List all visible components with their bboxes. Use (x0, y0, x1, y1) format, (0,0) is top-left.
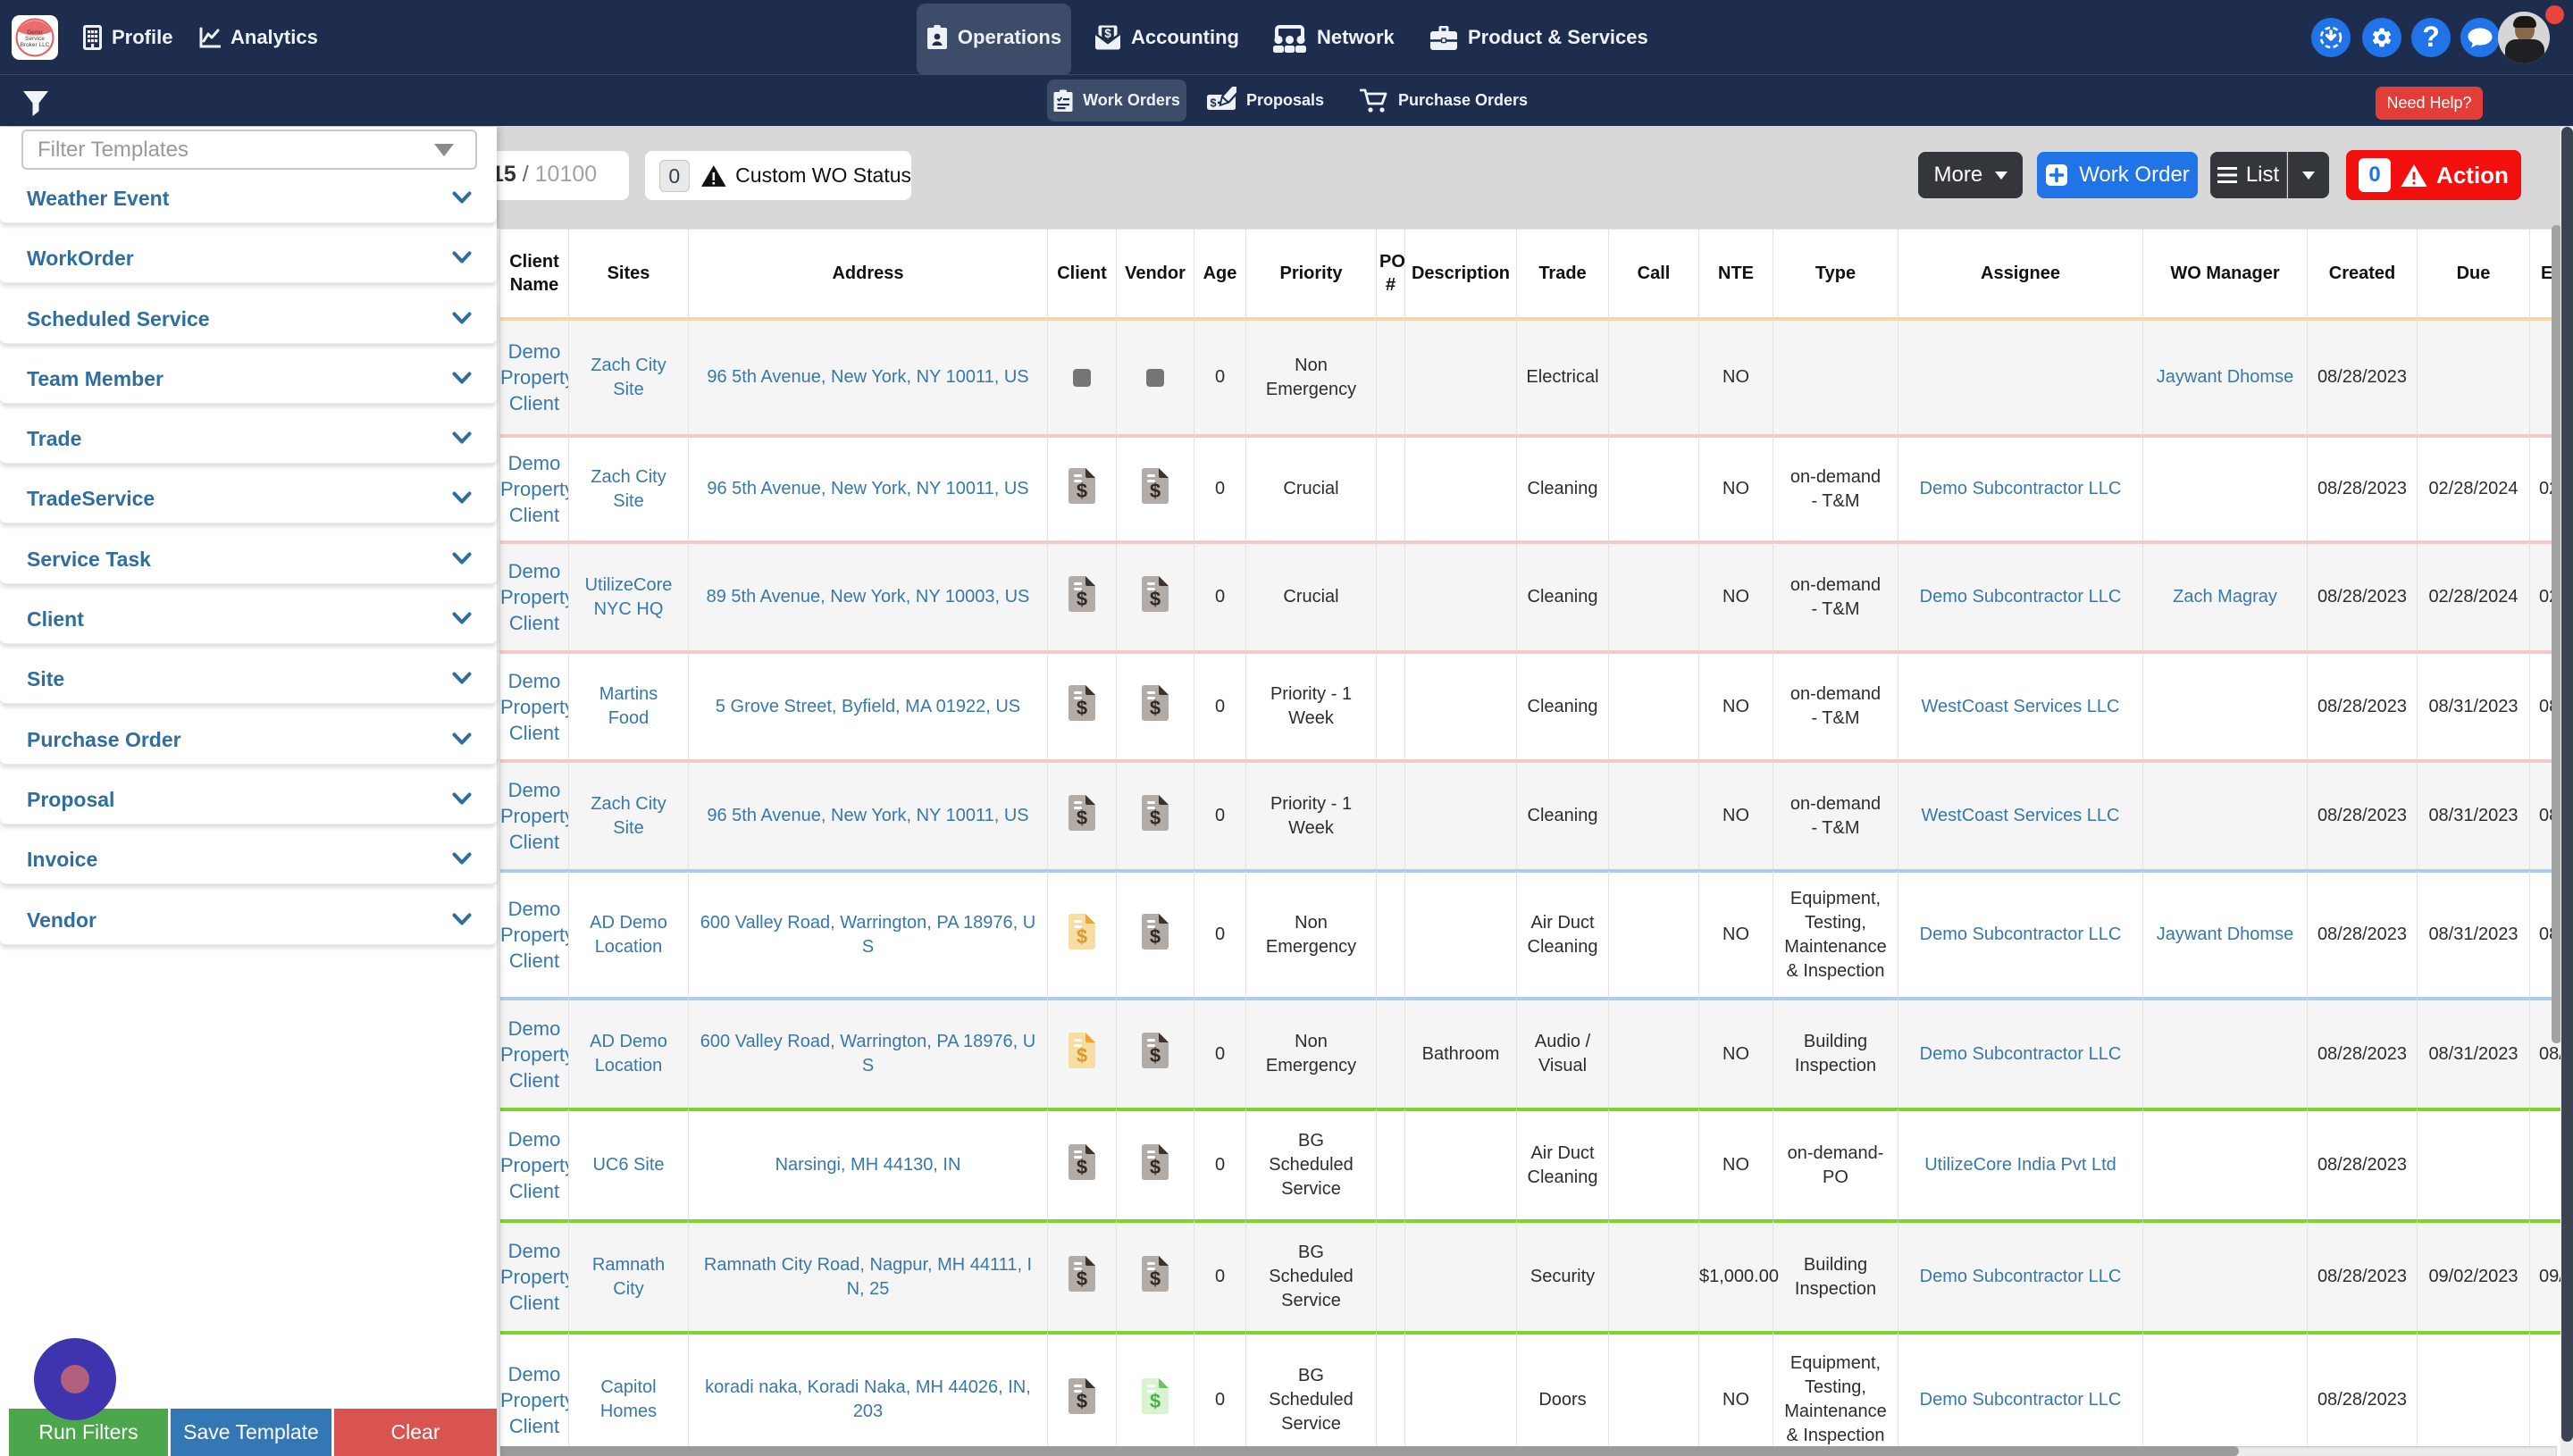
svg-text:$: $ (1210, 96, 1217, 109)
svg-text:$: $ (1077, 925, 1087, 948)
svg-text:$: $ (1077, 480, 1087, 502)
svg-text:$: $ (1104, 27, 1111, 40)
svg-text:$: $ (1150, 925, 1161, 948)
svg-text:$: $ (1077, 697, 1087, 719)
svg-text:$: $ (1150, 1156, 1161, 1178)
svg-text:$: $ (1150, 588, 1161, 610)
svg-text:Service: Service (25, 36, 45, 42)
svg-text:$: $ (1077, 1268, 1087, 1290)
svg-text:Demo: Demo (27, 29, 43, 36)
svg-text:$: $ (1077, 1390, 1087, 1412)
svg-text:$: $ (1150, 1268, 1161, 1290)
svg-text:Broker LLC: Broker LLC (21, 42, 50, 48)
svg-text:$: $ (1077, 1044, 1087, 1067)
svg-text:$: $ (1150, 1390, 1161, 1412)
svg-text:$: $ (1077, 1156, 1087, 1178)
svg-text:$: $ (1150, 1044, 1161, 1067)
svg-text:$: $ (1077, 588, 1087, 610)
svg-text:$: $ (1077, 807, 1087, 829)
svg-text:$: $ (1150, 807, 1161, 829)
svg-text:$: $ (1150, 480, 1161, 502)
svg-text:$: $ (1150, 697, 1161, 719)
